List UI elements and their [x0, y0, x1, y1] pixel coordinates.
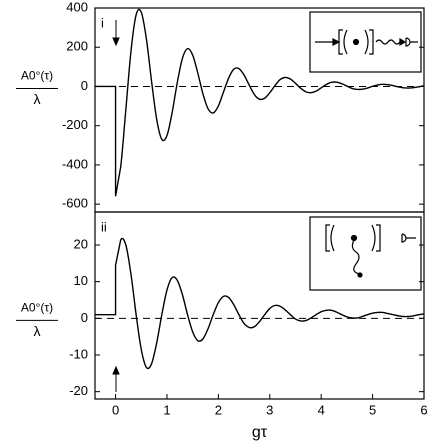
- y-tick-label: -10: [69, 346, 88, 361]
- x-tick-label: 1: [163, 402, 170, 417]
- x-tick-label: 4: [318, 402, 325, 417]
- x-tick-label: 6: [420, 402, 427, 417]
- x-tick-label: 0: [112, 402, 119, 417]
- y-tick-label: -20: [69, 383, 88, 398]
- y-tick-label: -200: [62, 117, 88, 132]
- y-tick-label: 10: [74, 273, 88, 288]
- plot-frame: [94, 211, 425, 400]
- panel-label: i: [101, 15, 104, 30]
- y-axis-label: A0°(τ): [21, 301, 53, 315]
- arrow-up: [112, 365, 120, 392]
- arrow-down: [112, 20, 120, 47]
- panel: -20 -10 0 10 20 0 1 2 3 4 5 6 ii A0°(τ) λ gτ: [16, 211, 428, 441]
- y-tick-label: 0: [81, 310, 88, 325]
- inset-diagram: [309, 11, 422, 73]
- x-tick-label: 5: [369, 402, 376, 417]
- y-tick-label: 0: [81, 78, 88, 93]
- panel-label: ii: [101, 219, 107, 234]
- data-line: [95, 8, 425, 197]
- x-tick-label: 3: [266, 402, 273, 417]
- x-tick-label: 2: [215, 402, 222, 417]
- y-axis-label-denominator: λ: [34, 323, 41, 339]
- data-line: [95, 237, 425, 370]
- y-axis-label-denominator: λ: [34, 91, 41, 107]
- y-tick-label: 200: [66, 39, 88, 54]
- y-tick-label: 400: [66, 0, 88, 14]
- y-tick-label: -400: [62, 156, 88, 171]
- x-axis-label: gτ: [252, 424, 268, 441]
- y-tick-label: -600: [62, 196, 88, 211]
- y-axis-label: A0°(τ): [21, 69, 53, 83]
- inset-diagram: [309, 216, 422, 291]
- y-tick-label: 20: [74, 236, 88, 251]
